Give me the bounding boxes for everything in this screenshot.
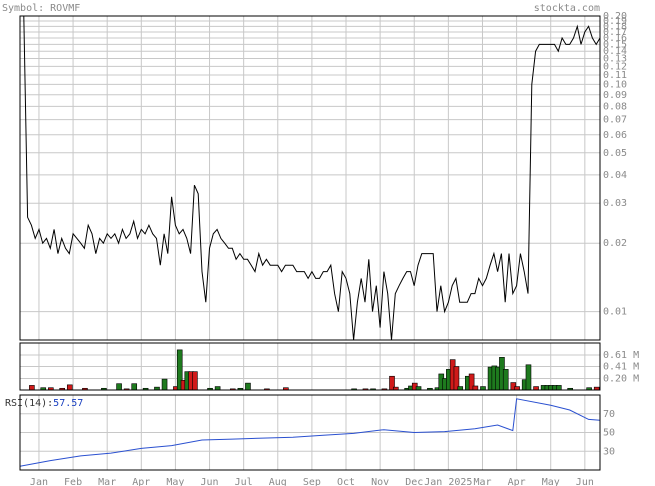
- x-tick-label: May: [542, 477, 560, 486]
- volume-tick-label: 0.20 M: [603, 374, 639, 385]
- rsi-label: RSI(14):57.57: [5, 398, 83, 409]
- price-grid: [20, 15, 600, 340]
- price-tick-label: 0.12: [603, 61, 627, 72]
- x-tick-label: Aug: [269, 477, 287, 486]
- x-tick-label: Sep: [303, 477, 321, 486]
- volume-bar: [131, 383, 138, 391]
- x-tick-label: Feb: [64, 477, 82, 486]
- volume-bar: [116, 383, 122, 391]
- price-tick-label: 0.03: [603, 198, 627, 209]
- rsi-axis-ticks: 70 50 30: [603, 409, 615, 458]
- panel-frames: [19, 15, 601, 471]
- x-tick-label: Mar: [473, 477, 491, 486]
- price-frame: [19, 15, 601, 341]
- volume-bar: [502, 369, 509, 391]
- rsi-series: [19, 398, 601, 467]
- price-tick-label: 0.11: [603, 70, 627, 81]
- x-tick-label: Nov: [371, 477, 389, 486]
- price-tick-label: 0.05: [603, 148, 627, 159]
- price-series: [20, 15, 601, 341]
- x-tick-label: Mar: [98, 477, 116, 486]
- symbol-label: Symbol: ROVMF: [2, 3, 80, 14]
- rsi-grid: [20, 395, 600, 470]
- volume-bars: [29, 349, 600, 391]
- price-tick-label: 0.07: [603, 115, 627, 126]
- price-tick-label: 0.13: [603, 54, 627, 65]
- rsi-tick-label: 50: [603, 428, 615, 439]
- price-tick-label: 0.10: [603, 79, 627, 90]
- x-tick-label: Apr: [132, 477, 150, 486]
- volume-bar: [533, 386, 539, 391]
- rsi-line: [19, 398, 601, 467]
- price-tick-label: 0.14: [603, 46, 627, 57]
- price-tick-label: 0.19: [603, 16, 627, 27]
- price-line: [20, 15, 601, 341]
- volume-bar: [66, 384, 73, 391]
- volume-tick-label: 0.41 M: [603, 362, 639, 373]
- price-tick-label: 0.15: [603, 39, 627, 50]
- volume-frame: [19, 342, 601, 391]
- volume-bar: [514, 386, 520, 391]
- x-axis-labels: Jan Feb Mar Apr May Jun Jul Aug Sep Oct Nov Dec Jan …: [30, 477, 594, 486]
- rsi-tick-label: 70: [603, 409, 615, 420]
- x-tick-label: Oct: [337, 477, 355, 486]
- volume-bar: [245, 382, 251, 391]
- x-tick-label: Dec: [405, 477, 423, 486]
- volume-bar: [161, 378, 168, 391]
- volume-bar: [525, 364, 532, 391]
- x-tick-label: May: [166, 477, 184, 486]
- volume-axis-ticks: 0.61 M0.41 M0.20 M: [603, 350, 639, 385]
- rsi-frame: [19, 394, 601, 471]
- price-tick-label: 0.20: [603, 11, 627, 22]
- x-tick-label: Jan: [30, 477, 48, 486]
- rsi-tick-label: 30: [603, 446, 615, 457]
- x-tick-label: Jul: [235, 477, 253, 486]
- price-tick-label: 0.02: [603, 238, 627, 249]
- x-tick-label: Jun: [576, 477, 594, 486]
- price-tick-label: 0.09: [603, 90, 627, 101]
- volume-bar: [192, 371, 198, 391]
- volume-bar: [415, 386, 422, 391]
- price-tick-label: 0.06: [603, 130, 627, 141]
- volume-bar: [472, 385, 479, 391]
- price-tick-label: 0.18: [603, 21, 627, 32]
- price-axis-ticks: 0.200.190.180.170.160.150.140.130.120.11…: [603, 11, 627, 318]
- price-tick-label: 0.04: [603, 170, 627, 181]
- price-tick-label: 0.17: [603, 27, 627, 38]
- price-tick-label: 0.16: [603, 33, 627, 44]
- rsi-label-prefix: RSI(14):: [5, 398, 53, 409]
- volume-bar: [214, 386, 221, 391]
- x-tick-label: Apr: [508, 477, 526, 486]
- volume-tick-label: 0.61 M: [603, 350, 639, 361]
- rsi-label-value: 57.57: [53, 398, 83, 409]
- x-tick-label: Jan 2025: [424, 477, 472, 486]
- volume-bar: [480, 386, 486, 391]
- volume-bar: [29, 385, 35, 391]
- volume-bar: [457, 386, 464, 391]
- price-tick-label: 0.08: [603, 101, 627, 112]
- price-tick-label: 0.01: [603, 307, 627, 318]
- volume-bar: [556, 385, 562, 391]
- x-tick-label: Jun: [201, 477, 219, 486]
- site-label: stockta.com: [534, 3, 600, 14]
